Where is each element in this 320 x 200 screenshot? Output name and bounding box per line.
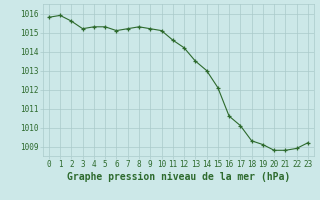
X-axis label: Graphe pression niveau de la mer (hPa): Graphe pression niveau de la mer (hPa) [67,172,290,182]
